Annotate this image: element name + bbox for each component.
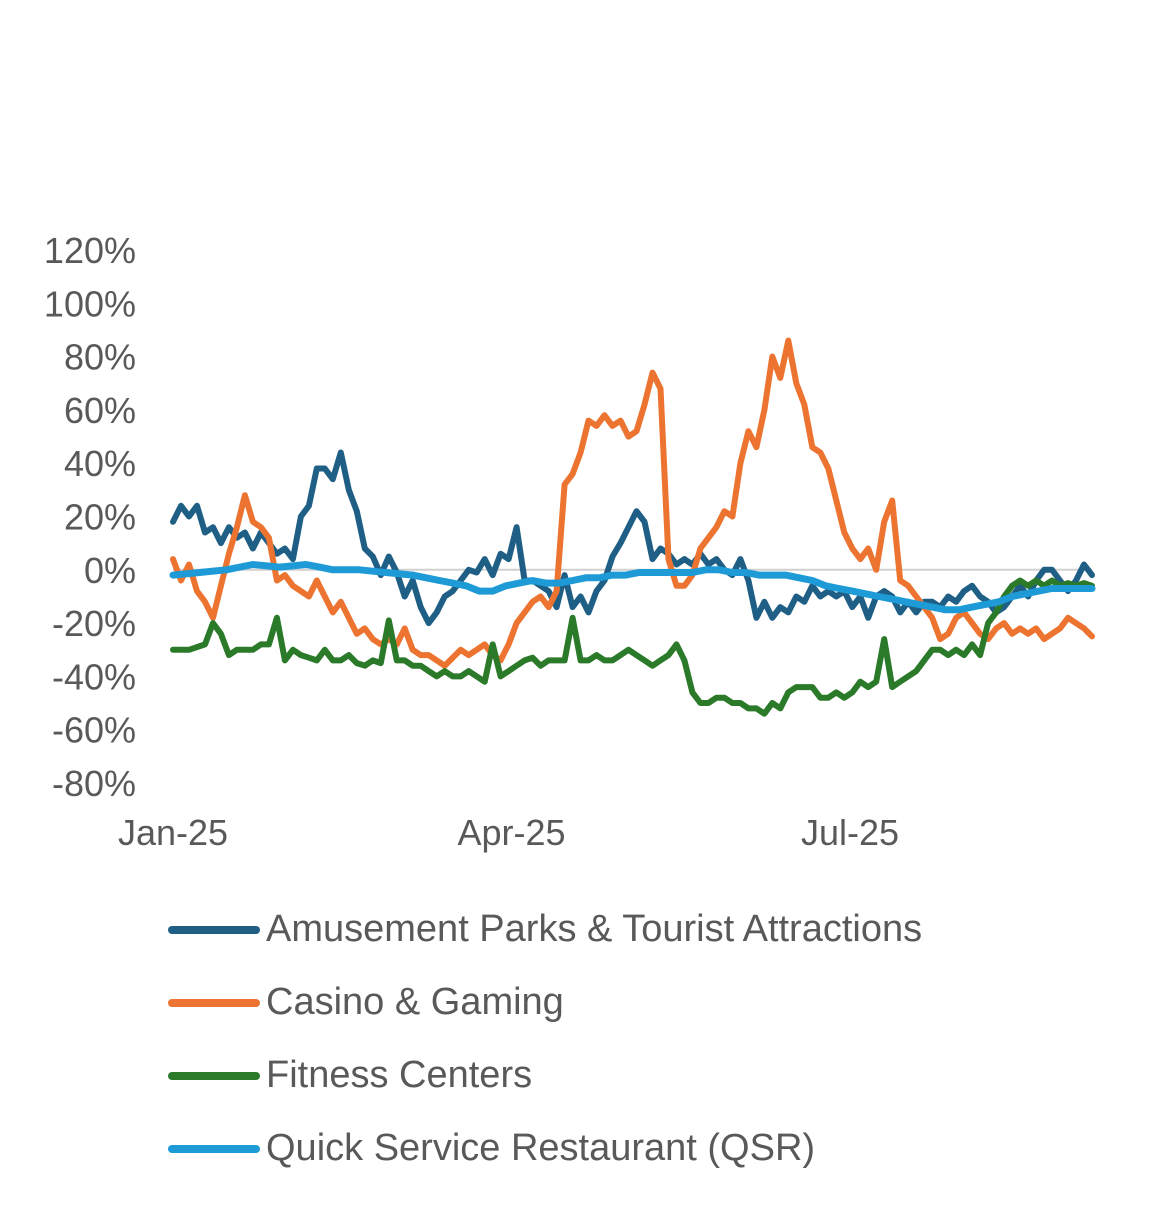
legend-swatch <box>168 998 260 1007</box>
legend-swatch <box>168 1071 260 1080</box>
legend-swatch <box>168 1144 260 1153</box>
y-tick-label: 100% <box>44 283 136 324</box>
legend-item: Quick Service Restaurant (QSR) <box>168 1112 922 1185</box>
legend-item: Fitness Centers <box>168 1039 922 1112</box>
legend-label: Casino & Gaming <box>266 981 564 1023</box>
series-line-fitness-centers <box>170 577 1095 717</box>
series-line-quick-service-restaurant-qsr <box>169 561 1096 614</box>
x-tick-label: Jul-25 <box>801 812 899 853</box>
y-tick-label: 60% <box>64 390 136 431</box>
legend-item: Casino & Gaming <box>168 966 922 1039</box>
y-axis: 120% 100% 80% 60% 40% 20% 0% -20% -40% -60% -80% <box>44 230 136 804</box>
line-chart: 120% 100% 80% 60% 40% 20% 0% -20% -40% -60% -80% J… <box>44 230 1096 853</box>
y-tick-label: 80% <box>64 337 136 378</box>
legend-item: Amusement Parks & Tourist Attractions <box>168 893 922 966</box>
legend: Amusement Parks & Tourist Attractions Cas… <box>168 893 922 1185</box>
series-line-casino-gaming <box>170 337 1095 669</box>
y-tick-label: 120% <box>44 230 136 271</box>
x-tick-label: Apr-25 <box>457 812 565 853</box>
y-tick-label: 40% <box>64 443 136 484</box>
y-tick-label: -20% <box>52 603 136 644</box>
y-tick-label: -60% <box>52 710 136 751</box>
legend-swatch <box>168 925 260 934</box>
legend-label: Amusement Parks & Tourist Attractions <box>266 908 923 950</box>
y-tick-label: 0% <box>84 550 136 591</box>
x-axis: Jan-25 Apr-25 Jul-25 <box>118 812 899 853</box>
y-tick-label: -80% <box>52 763 136 804</box>
y-tick-label: 20% <box>64 497 136 538</box>
legend-label: Quick Service Restaurant (QSR) <box>266 1127 816 1169</box>
legend-label: Fitness Centers <box>266 1054 533 1096</box>
series-group <box>169 337 1096 717</box>
y-tick-label: -40% <box>52 656 136 697</box>
x-tick-label: Jan-25 <box>118 812 228 853</box>
